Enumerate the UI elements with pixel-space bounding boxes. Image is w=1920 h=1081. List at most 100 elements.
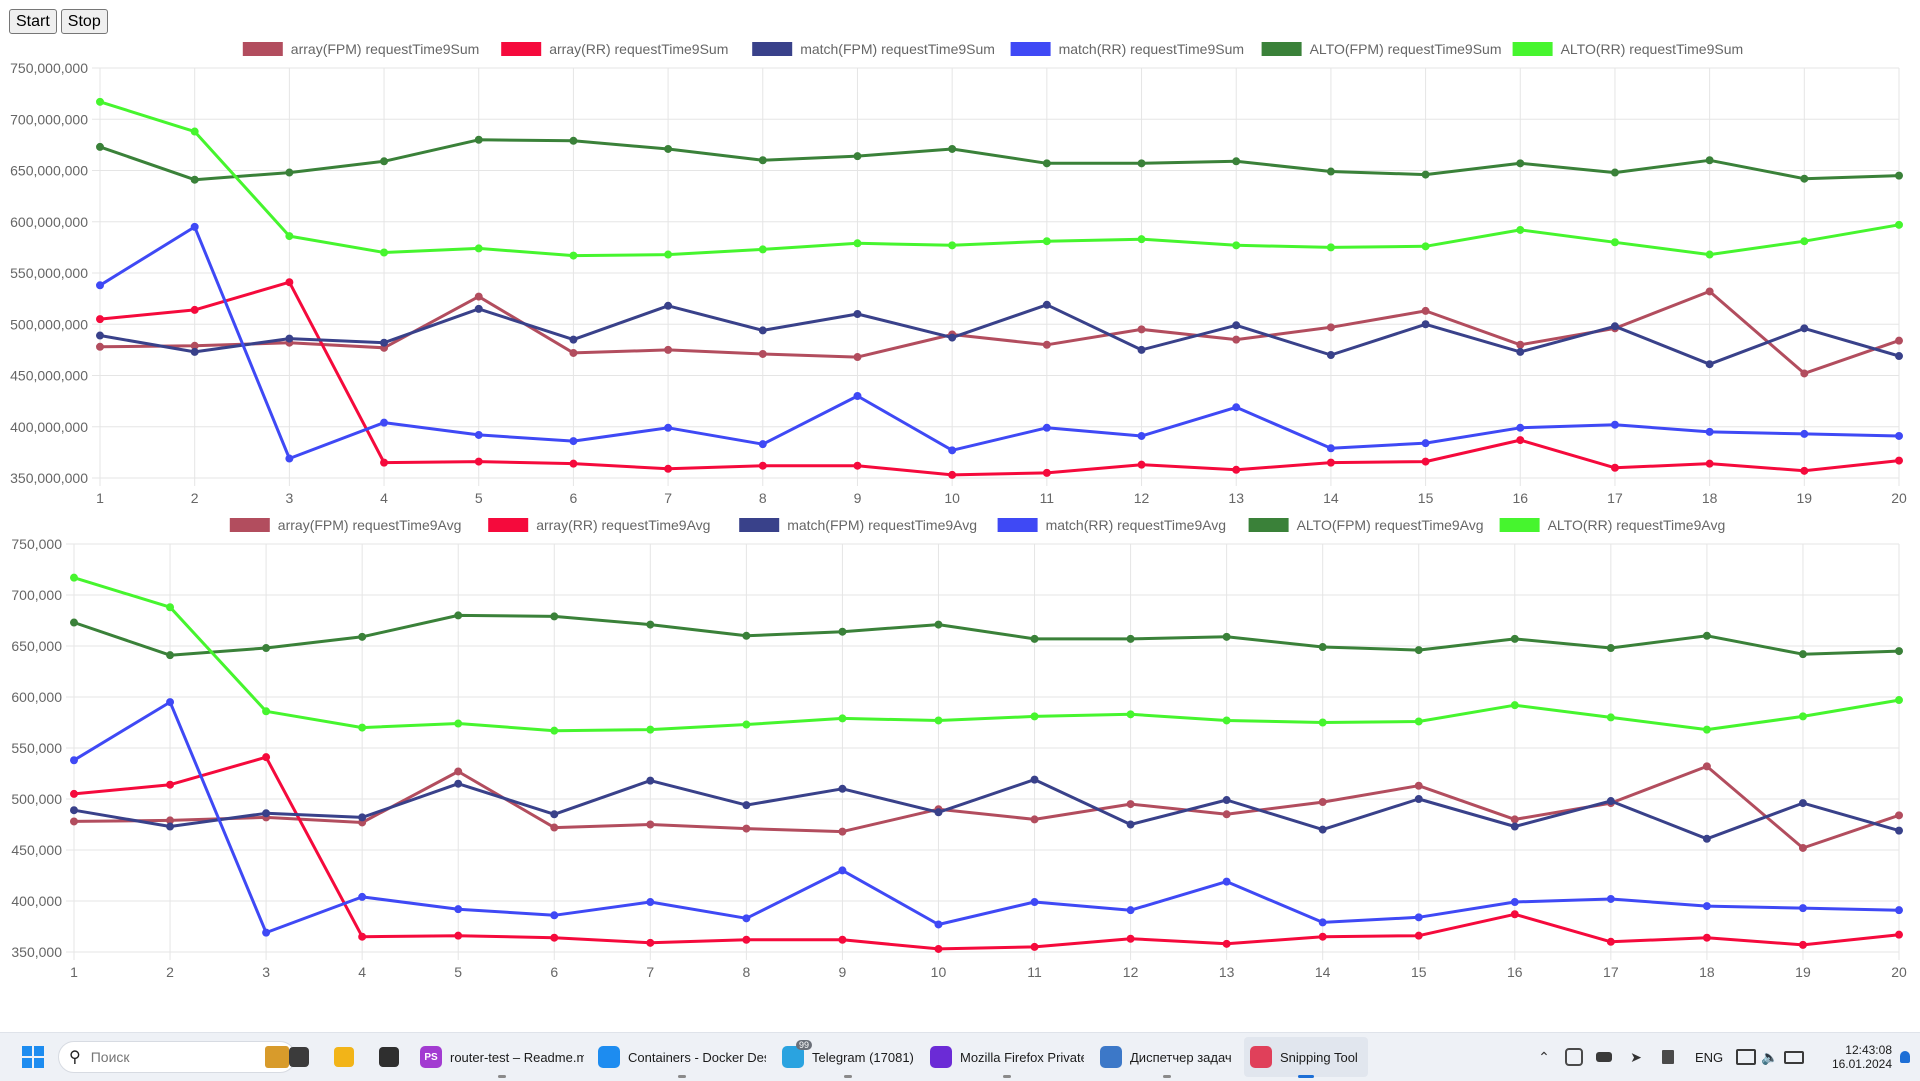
sum-chart-data-point[interactable]: [1705, 156, 1714, 165]
avg-chart-legend-item[interactable]: ALTO(FPM) requestTime9Avg: [1248, 517, 1484, 533]
app-docker[interactable]: Containers - Docker Des: [592, 1033, 772, 1081]
sum-chart-data-point[interactable]: [474, 135, 483, 144]
sum-chart-legend-item[interactable]: ALTO(FPM) requestTime9Sum: [1261, 41, 1502, 57]
battery-icon[interactable]: [1782, 1033, 1806, 1081]
avg-chart-data-point[interactable]: [1030, 634, 1039, 643]
sum-chart-data-point[interactable]: [664, 423, 673, 432]
avg-chart-data-point[interactable]: [1606, 713, 1615, 722]
sum-chart-data-point[interactable]: [948, 144, 957, 153]
sum-chart-data-point[interactable]: [853, 461, 862, 470]
sum-chart-data-point[interactable]: [569, 136, 578, 145]
sum-chart-data-point[interactable]: [948, 446, 957, 455]
sum-chart-data-point[interactable]: [664, 144, 673, 153]
avg-chart-data-point[interactable]: [934, 944, 943, 953]
language-indicator[interactable]: ENG: [1695, 1049, 1724, 1065]
sum-chart-data-point[interactable]: [569, 251, 578, 260]
sum-chart-data-point[interactable]: [569, 437, 578, 446]
avg-chart-data-point[interactable]: [1222, 810, 1231, 819]
avg-chart-data-point[interactable]: [742, 935, 751, 944]
sum-chart-data-point[interactable]: [1232, 241, 1241, 250]
avg-chart-data-point[interactable]: [646, 620, 655, 629]
sum-chart-data-point[interactable]: [1705, 287, 1714, 296]
tray-app-icon[interactable]: [1562, 1033, 1586, 1081]
avg-chart-data-point[interactable]: [1318, 718, 1327, 727]
search-input[interactable]: [88, 1048, 223, 1066]
avg-chart-data-point[interactable]: [70, 618, 78, 627]
sum-chart-data-point[interactable]: [664, 301, 673, 310]
sum-chart-data-point[interactable]: [190, 305, 199, 314]
sum-chart-data-point[interactable]: [1610, 238, 1619, 247]
avg-chart-data-point[interactable]: [1222, 939, 1231, 948]
avg-chart-data-point[interactable]: [1798, 650, 1807, 659]
avg-chart-data-point[interactable]: [742, 631, 751, 640]
avg-chart-data-point[interactable]: [1798, 799, 1807, 808]
avg-chart-data-point[interactable]: [1318, 918, 1327, 927]
sum-chart-legend-item[interactable]: array(FPM) requestTime9Sum: [242, 41, 480, 57]
sum-chart-data-point[interactable]: [1895, 431, 1903, 440]
tray-window-icon[interactable]: [1656, 1033, 1680, 1081]
avg-chart-data-point[interactable]: [1606, 937, 1615, 946]
sum-chart-data-point[interactable]: [758, 461, 767, 470]
avg-chart-data-point[interactable]: [1030, 898, 1039, 907]
sum-chart-data-point[interactable]: [853, 310, 862, 318]
avg-chart-data-point[interactable]: [1414, 913, 1423, 922]
avg-chart-data-point[interactable]: [1510, 701, 1519, 710]
sum-chart-data-point[interactable]: [1042, 300, 1051, 309]
tray-telegram-icon[interactable]: ➤: [1630, 1048, 1642, 1065]
avg-chart-data-point[interactable]: [1895, 826, 1903, 835]
sum-chart-data-point[interactable]: [285, 232, 294, 241]
sum-chart-data-point[interactable]: [1326, 323, 1335, 332]
avg-chart-data-point[interactable]: [550, 810, 559, 819]
sum-chart-data-point[interactable]: [1137, 345, 1146, 354]
avg-chart-data-point[interactable]: [934, 920, 943, 929]
avg-chart-data-point[interactable]: [1702, 762, 1711, 771]
sum-chart-data-point[interactable]: [190, 175, 199, 184]
sum-chart-data-point[interactable]: [1516, 423, 1525, 432]
sum-chart-data-point[interactable]: [758, 245, 767, 254]
avg-chart-data-point[interactable]: [1702, 933, 1711, 942]
task-view-icon[interactable]: [282, 1033, 316, 1081]
sum-chart-data-point[interactable]: [1326, 351, 1335, 359]
sum-chart-data-point[interactable]: [853, 239, 862, 248]
sum-chart-data-point[interactable]: [1042, 237, 1051, 246]
avg-chart-data-point[interactable]: [1222, 877, 1231, 886]
sum-chart-data-point[interactable]: [758, 326, 767, 335]
sum-chart-data-point[interactable]: [1326, 167, 1335, 176]
sum-chart-data-point[interactable]: [1895, 336, 1903, 345]
sum-chart-data-point[interactable]: [569, 348, 578, 357]
sum-chart-data-point[interactable]: [1895, 352, 1903, 361]
avg-chart-data-point[interactable]: [166, 651, 175, 660]
avg-chart-data-point[interactable]: [1126, 710, 1135, 719]
avg-chart-legend-item[interactable]: array(FPM) requestTime9Avg: [229, 517, 462, 533]
sum-chart-data-point[interactable]: [474, 292, 483, 301]
sum-chart-data-point[interactable]: [1516, 436, 1525, 445]
sum-chart-data-point[interactable]: [285, 278, 294, 287]
avg-chart-data-point[interactable]: [1510, 815, 1519, 824]
sum-chart-data-point[interactable]: [853, 353, 862, 362]
avg-chart-data-point[interactable]: [262, 707, 271, 716]
avg-chart-data-point[interactable]: [1414, 717, 1423, 726]
avg-chart-data-point[interactable]: [1030, 942, 1039, 951]
sum-chart-data-point[interactable]: [1800, 369, 1809, 378]
sum-chart-data-point[interactable]: [380, 458, 389, 467]
sum-chart-data-point[interactable]: [758, 440, 767, 449]
avg-chart-data-point[interactable]: [262, 809, 271, 818]
avg-chart-legend-item[interactable]: match(FPM) requestTime9Avg: [739, 517, 977, 533]
sum-chart-data-point[interactable]: [1800, 237, 1809, 246]
avg-chart-data-point[interactable]: [1318, 798, 1327, 807]
avg-chart-data-point[interactable]: [358, 932, 367, 941]
avg-chart-data-point[interactable]: [1222, 796, 1231, 805]
avg-chart-data-point[interactable]: [1318, 643, 1327, 652]
sum-chart-data-point[interactable]: [1137, 235, 1146, 244]
avg-chart-legend-item[interactable]: ALTO(RR) requestTime9Avg: [1499, 517, 1726, 533]
avg-chart-data-point[interactable]: [70, 573, 78, 582]
sum-chart-data-point[interactable]: [1042, 423, 1051, 432]
sum-chart-data-point[interactable]: [1895, 456, 1903, 465]
avg-chart-data-point[interactable]: [1414, 931, 1423, 940]
sum-chart-data-point[interactable]: [1516, 159, 1525, 168]
app-firefox-private[interactable]: Mozilla Firefox Private B: [924, 1033, 1090, 1081]
avg-chart-data-point[interactable]: [838, 866, 847, 875]
sum-chart-data-point[interactable]: [1421, 457, 1430, 466]
avg-chart-data-point[interactable]: [1030, 815, 1039, 824]
avg-chart-data-point[interactable]: [1702, 834, 1711, 843]
